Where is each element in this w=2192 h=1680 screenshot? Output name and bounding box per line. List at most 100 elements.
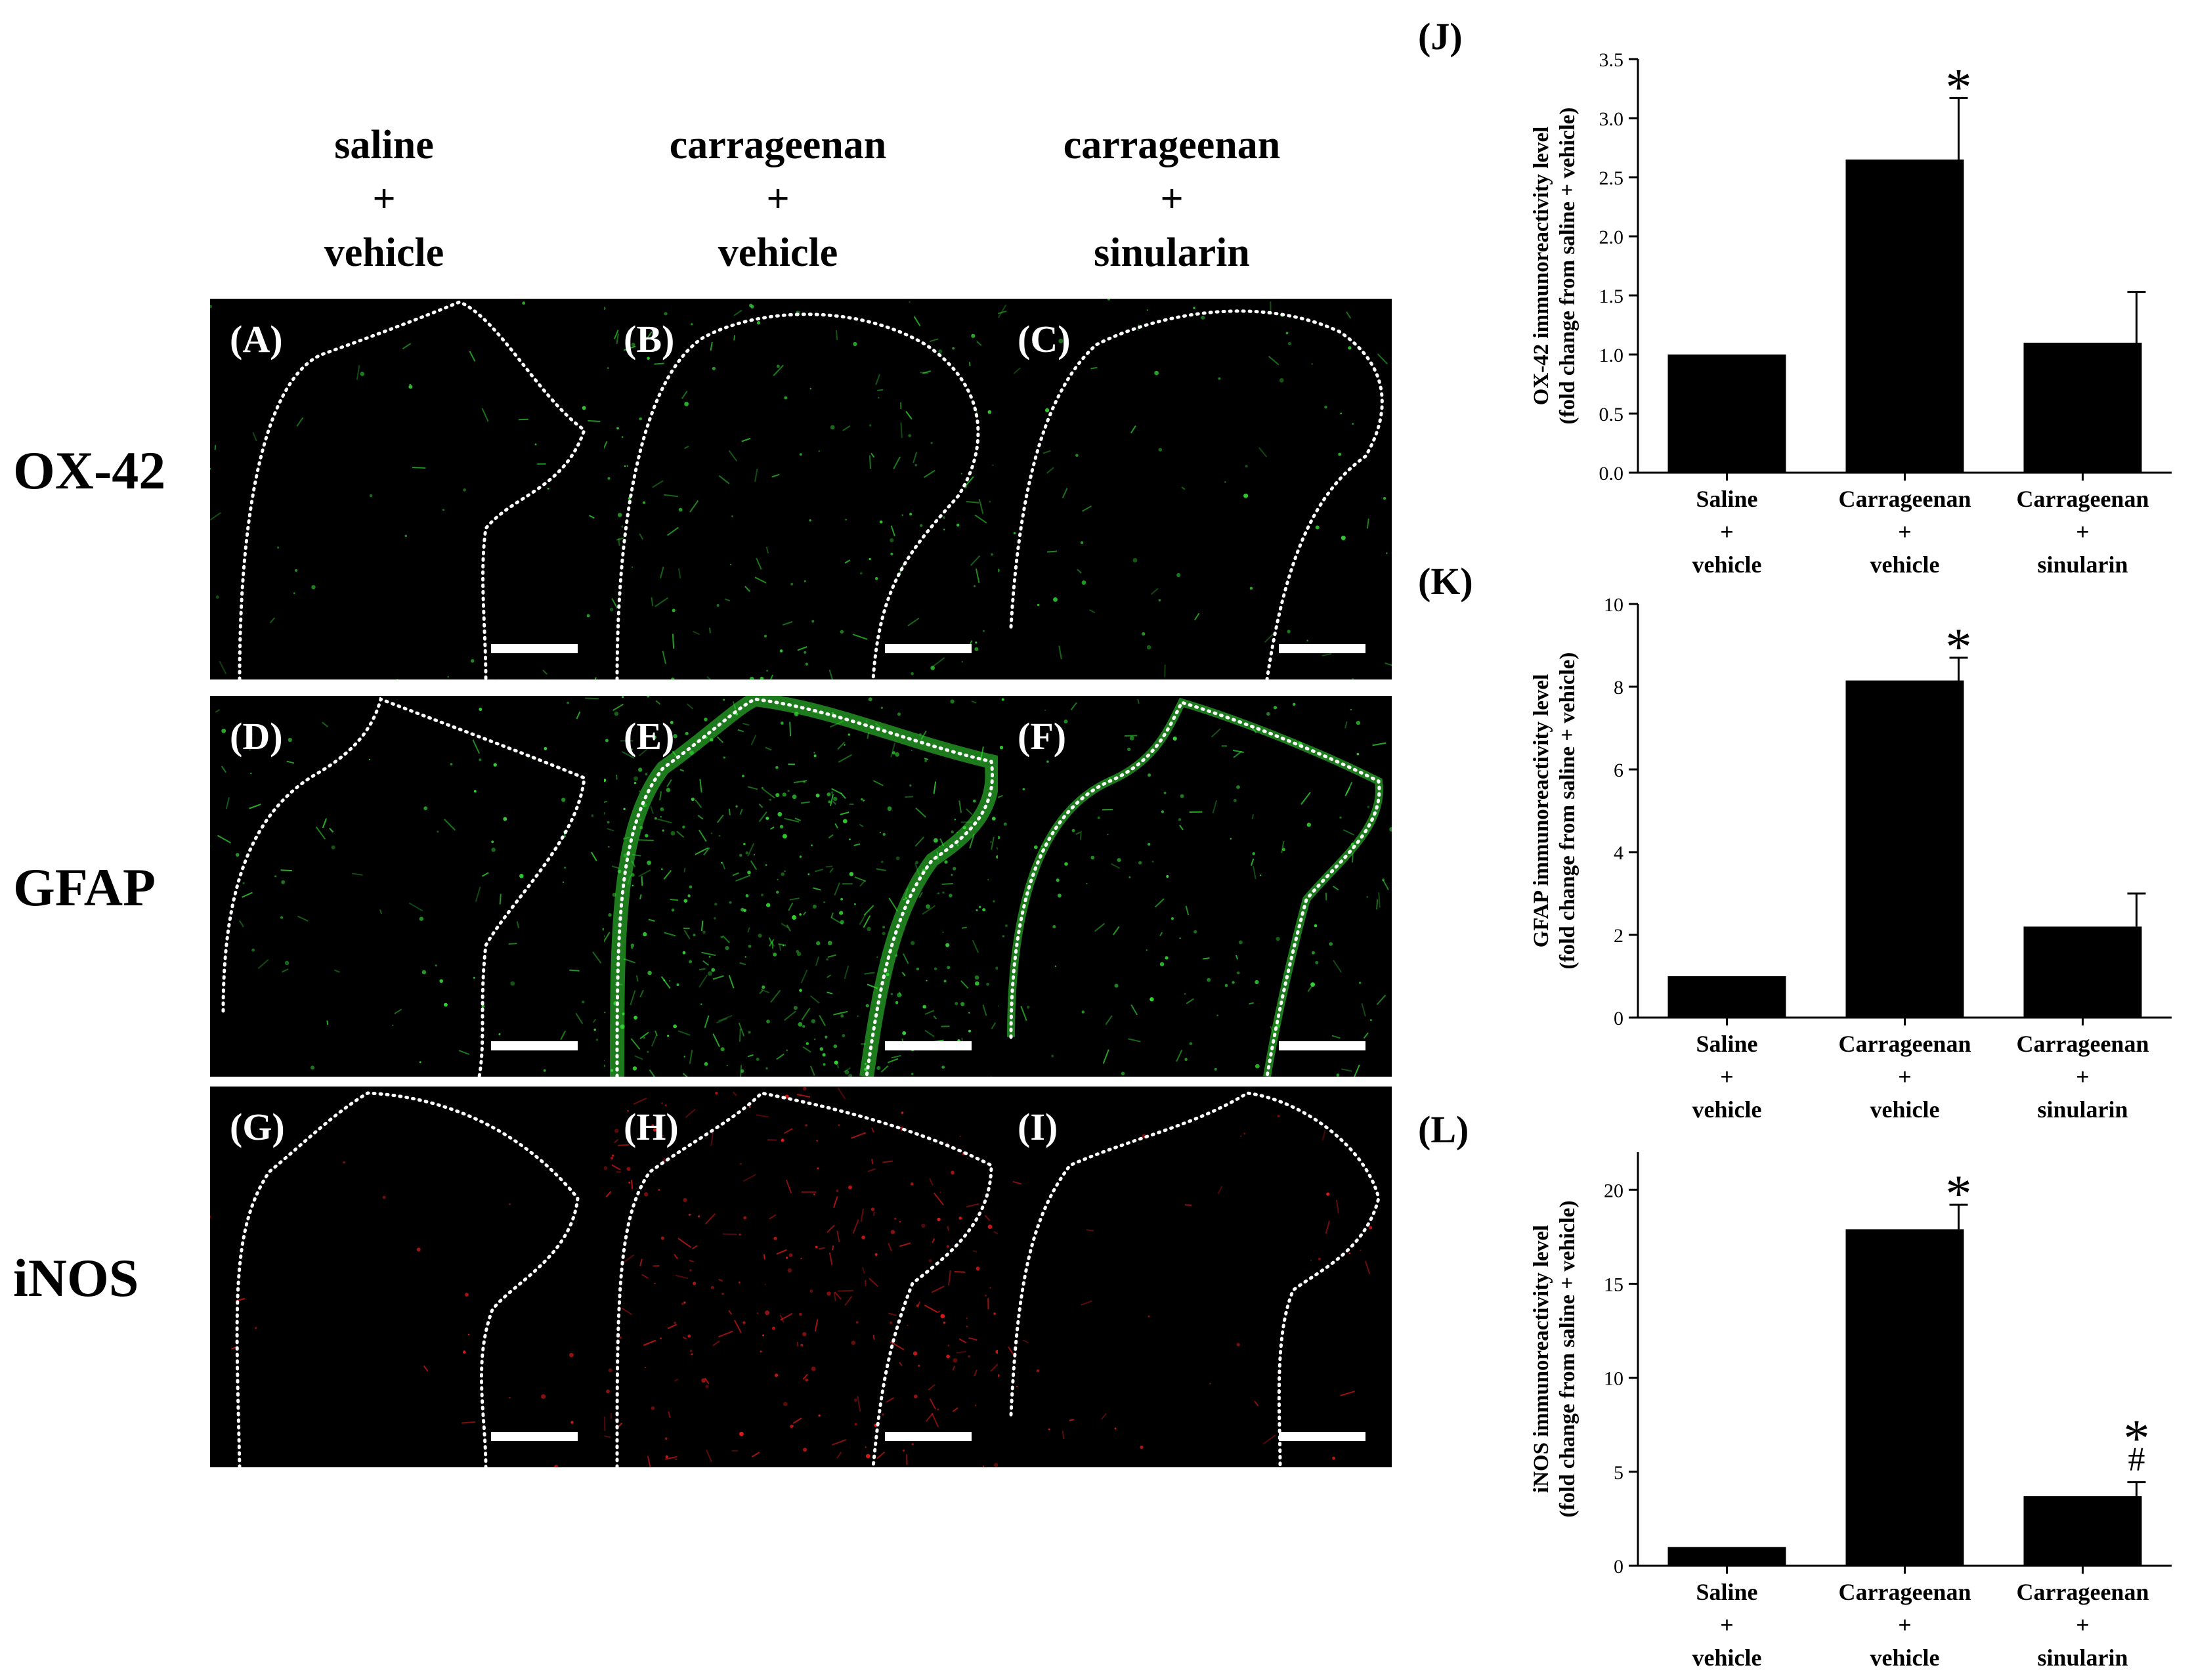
significance-hash: # [2128,1441,2145,1478]
y-tick-label: 2 [1614,925,1623,947]
tissue-outline [615,312,980,679]
micrograph-panel-c: (C) [998,299,1392,679]
scale-bar [491,644,578,653]
x-tick-label: Carrageenan [1839,1031,1971,1057]
chart-panel-label: (L) [1418,1108,1469,1151]
micrograph-panel-a: (A) [210,299,604,679]
y-axis-label: GFAP immunoreactivity level [1530,674,1553,948]
panel-label: (B) [624,318,675,360]
tissue-outline [615,1091,993,1467]
x-tick-label: Saline [1696,1031,1757,1057]
column-header-line: vehicle [718,230,838,275]
x-tick-label: + [1898,519,1912,545]
tissue-outline [1009,1091,1381,1467]
bar [1667,355,1786,473]
scale-bar [491,1041,578,1050]
bar [2023,926,2142,1018]
x-tick-label: + [1898,1064,1912,1090]
stain-signal [210,697,604,1072]
x-tick-label: sinularin [2037,551,2128,578]
column-header-line: vehicle [324,230,444,275]
significance-asterisk: * [1946,1165,1972,1223]
y-axis-label: OX-42 immunoreactivity level [1530,127,1553,406]
y-tick-label: 2.5 [1599,167,1624,189]
y-tick-label: 0 [1614,1556,1623,1578]
scale-bar [1279,1432,1365,1441]
y-tick-label: 0 [1614,1008,1623,1029]
tissue-outline [1009,309,1384,679]
tissue-outline [235,1091,580,1467]
y-axis-label-subtitle: (fold change from saline + vehicle) [1556,653,1580,970]
column-header-line: + [1160,177,1184,221]
x-tick-label: vehicle [1692,1096,1762,1123]
stain-signal [604,301,994,679]
micrograph-panel-e: (E) [604,696,998,1077]
micrograph-image [604,1087,998,1467]
row-label-gfap: GFAP [13,857,156,917]
stain-signal [210,301,601,679]
x-tick-label: + [1720,1064,1734,1090]
micrograph-image [604,696,998,1077]
x-tick-label: vehicle [1870,1096,1940,1123]
micrograph-image [604,301,994,679]
row-label-inos: iNOS [13,1248,139,1308]
chart-panel-label: (K) [1418,560,1473,603]
x-tick-label: sinularin [2037,1096,2128,1123]
significance-asterisk: * [2124,1410,2150,1468]
panel-label: (F) [1018,715,1067,758]
column-header-line: carrageenan [1063,123,1281,167]
bar [2023,343,2142,473]
bar-chart-gfap: (K) GFAP immunoreactivity level (fold chan… [1405,545,2192,1123]
tissue-outline [615,697,994,1077]
micrograph-panel-g: (G) [210,1087,604,1467]
x-tick-label: + [1720,1612,1734,1638]
y-tick-label: 2.0 [1599,226,1624,248]
micrograph-image [210,697,604,1077]
column-header-carrageenan-sinularin: carrageenan + sinularin [1041,118,1303,280]
y-tick-label: 1.0 [1599,345,1624,366]
scale-bar [885,644,972,653]
x-tick-label: Carrageenan [1839,1579,1971,1605]
micrograph-image [998,1091,1381,1467]
y-tick-label: 0.5 [1599,404,1624,425]
scale-bar [1279,644,1365,653]
bar [1667,976,1786,1018]
tissue-outline [221,697,586,1077]
y-tick-label: 5 [1614,1462,1623,1484]
scale-bar [1279,1041,1365,1050]
chart-panel-label: (J) [1418,15,1463,58]
x-tick-label: Saline [1696,486,1757,512]
x-tick-label: + [2076,1064,2090,1090]
bar [1845,160,1964,473]
panel-label: (C) [1018,318,1071,360]
column-header-line: saline [334,123,434,167]
bar [2023,1496,2142,1566]
x-tick-label: + [2076,1612,2090,1638]
significance-asterisk: * [1946,58,1972,116]
x-tick-label: + [1898,1612,1912,1638]
x-tick-label: Carrageenan [1839,486,1971,512]
column-header-line: carrageenan [669,123,887,167]
bar [1845,680,1964,1018]
y-tick-label: 0.0 [1599,463,1624,485]
micrograph-image [998,299,1392,679]
y-tick-label: 10 [1604,1368,1623,1390]
bar-chart-inos: (L) iNOS immunoreactivity level (fold chan… [1405,1093,2192,1671]
x-tick-label: vehicle [1692,1645,1762,1671]
y-tick-label: 3.0 [1599,108,1624,130]
scale-bar [885,1432,972,1441]
bar [1667,1547,1786,1566]
stain-signal [210,1161,574,1467]
micrograph-panel-i: (I) [998,1087,1392,1467]
stain-signal [998,1114,1373,1460]
column-header-saline-vehicle: saline + vehicle [253,118,515,280]
micrograph-image [210,300,601,679]
row-label-ox42: OX-42 [13,441,166,500]
y-tick-label: 15 [1604,1274,1623,1295]
scale-bar [491,1432,578,1441]
y-tick-label: 6 [1614,760,1623,781]
micrograph-image [210,1091,580,1467]
column-header-line: + [372,177,396,221]
y-tick-label: 4 [1614,842,1623,864]
bar-chart-ox42: (J) OX-42 immunoreactivity level (fold cha… [1405,0,2192,578]
